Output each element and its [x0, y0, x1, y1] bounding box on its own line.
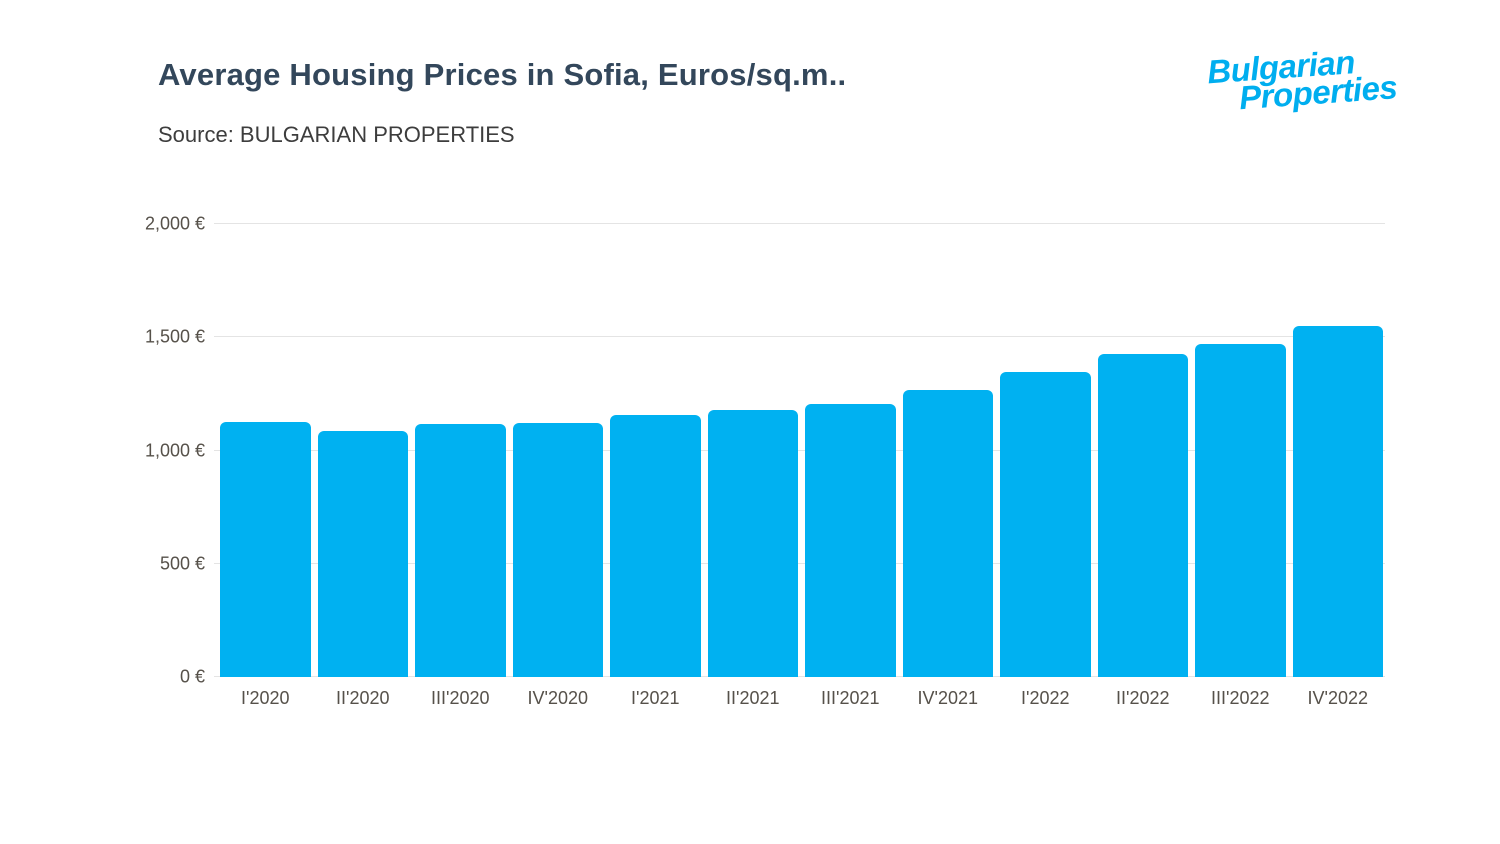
y-axis-tick-label: 1,500 € — [144, 326, 205, 347]
bars — [220, 224, 1383, 677]
x-axis-tick-label: II'2020 — [336, 688, 390, 708]
x-axis-tick-label: IV'2022 — [1307, 688, 1369, 708]
bar — [1292, 325, 1383, 677]
bar — [1000, 372, 1091, 677]
y-axis-tick-label: 1,000 € — [144, 440, 205, 460]
page-title: Average Housing Prices in Sofia, Euros/s… — [158, 57, 847, 92]
x-axis-tick-label: II'2021 — [726, 688, 780, 708]
bar — [1097, 354, 1188, 677]
bar — [317, 431, 408, 677]
gridline — [214, 676, 1385, 677]
y-axis-tick-label: 2,000 € — [144, 213, 205, 234]
x-axis-tick-label: I'2021 — [631, 688, 680, 708]
bar — [707, 409, 798, 677]
x-axis-tick-label: III'2022 — [1211, 688, 1270, 708]
gridline — [214, 449, 1385, 451]
bar — [220, 422, 311, 677]
y-axis: 0 € 500 € 1,000 € 1,500 € 2,000 € — [0, 214, 205, 687]
bar — [1195, 344, 1286, 677]
x-axis-tick-label: III'2020 — [431, 688, 490, 708]
bar — [415, 424, 506, 677]
gridline — [214, 223, 1385, 224]
gridline — [214, 336, 1385, 338]
gridline — [214, 562, 1385, 564]
chart-source-label: Source: BULGARIAN PROPERTIES — [158, 122, 515, 147]
chart-plot — [214, 223, 1385, 677]
x-axis-tick-label: I'2020 — [241, 688, 290, 708]
x-axis: I'2020 II'2020 III'2020 IV'2020 I'2021 II'202… — [218, 688, 1385, 709]
gridlines — [214, 223, 1385, 677]
bar — [902, 390, 993, 677]
bar — [610, 415, 701, 677]
x-axis-tick-label: IV'2020 — [527, 688, 589, 708]
x-axis-tick-label: I'2022 — [1021, 688, 1070, 708]
x-axis-tick-label: IV'2021 — [917, 688, 979, 708]
bar — [805, 404, 896, 677]
x-axis-tick-label: III'2021 — [821, 688, 880, 708]
bar — [512, 423, 603, 677]
y-axis-tick-label: 500 € — [159, 553, 205, 574]
bulgarian-properties-logo: Bulgarian Properties — [1206, 40, 1450, 116]
y-axis-tick-label: 0 € — [179, 666, 205, 687]
x-axis-tick-label: II'2022 — [1116, 688, 1170, 708]
